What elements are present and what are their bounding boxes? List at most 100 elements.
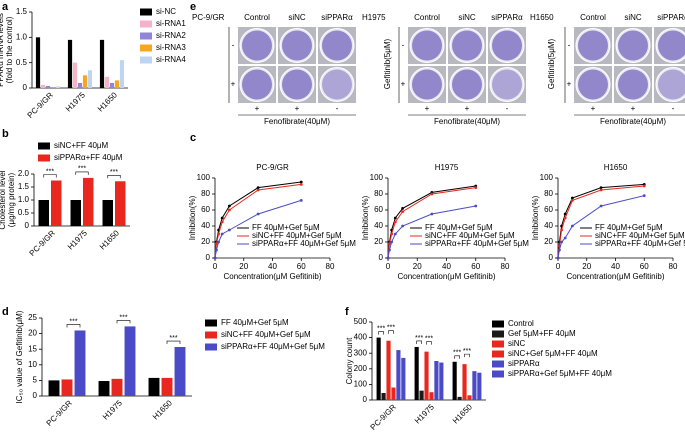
bar	[161, 377, 173, 396]
point	[401, 207, 405, 210]
y-tick-label: 0.5	[18, 208, 30, 217]
legend-swatch	[205, 319, 217, 327]
legend-label: siPPARα+FF 40μM+Gef 5μM	[221, 342, 325, 351]
y-tick-label: 80	[374, 189, 383, 198]
x-tick-label: H1650	[151, 398, 174, 421]
bar	[462, 364, 467, 400]
x-tick-label: PC-9/GR	[26, 90, 55, 119]
y-tick-label: 0	[33, 391, 38, 400]
colony-stain	[658, 69, 685, 100]
x-tick-label: PC-9/GR	[28, 228, 57, 257]
x-tick-label: 20	[413, 262, 422, 271]
y-axis-label: Inhibition(%)	[188, 195, 197, 240]
legend-swatch	[205, 331, 217, 339]
colony-stain	[492, 69, 522, 100]
y-tick-label: 80	[201, 189, 210, 198]
bar	[424, 351, 429, 400]
x-tick-label: 80	[501, 262, 510, 271]
column-label: siNC	[624, 13, 642, 22]
bar	[148, 377, 160, 396]
x-tick-label: H1975	[101, 398, 124, 421]
point	[393, 216, 397, 220]
fenofibrate-sign: +	[425, 104, 430, 113]
colony-stain	[322, 69, 352, 100]
legend-label: siNC+FF 40μM+Gef 5μM	[221, 330, 311, 339]
colony-stain	[242, 30, 272, 61]
significance-label: ***	[415, 335, 423, 342]
bar	[72, 62, 78, 88]
colony-stain	[452, 30, 482, 61]
colony-stain	[282, 30, 312, 61]
point	[570, 199, 574, 202]
x-tick-label: 60	[297, 262, 306, 271]
point	[642, 184, 646, 188]
significance-label: ***	[119, 314, 127, 321]
panel-label: f	[345, 306, 349, 318]
fenofibrate-sign: -	[672, 104, 675, 113]
point	[299, 183, 303, 186]
panel-label: e	[190, 1, 196, 13]
point	[570, 224, 574, 228]
x-tick-label: H1975	[64, 90, 87, 113]
y-tick-label: 60	[201, 205, 210, 214]
legend-swatch	[205, 343, 217, 351]
bar	[391, 387, 396, 400]
x-tick-label: 20	[582, 262, 591, 271]
significance-bracket	[75, 171, 89, 175]
colony-stain	[618, 69, 648, 100]
bar	[74, 330, 86, 396]
point	[213, 256, 217, 260]
point	[642, 194, 646, 198]
y-tick-label: 1.5	[16, 7, 28, 16]
bar	[99, 39, 105, 88]
significance-label: ***	[110, 169, 118, 176]
x-tick-label: PC-9/GR	[369, 402, 398, 431]
legend-swatch	[492, 320, 504, 328]
legend-label: siNC+FF 40μM+Gef 5μM	[595, 231, 685, 240]
significance-bracket	[378, 331, 384, 335]
row-sign: +	[231, 80, 236, 89]
x-tick-label: 60	[471, 262, 480, 271]
bar	[111, 378, 123, 396]
significance-bracket	[166, 340, 181, 345]
point	[430, 212, 434, 216]
fenofibrate-sign: -	[506, 104, 509, 113]
significance-label: ***	[453, 350, 461, 357]
bar	[439, 362, 444, 400]
legend-label: siPPARα+FF 40μM+Gef 5μM	[595, 239, 685, 248]
fenofibrate-label: Fenofibrate(40μM)	[434, 117, 500, 126]
colony-stain	[322, 30, 352, 61]
bar	[45, 85, 51, 88]
legend-label: FF 40μM+Gef 5μM	[425, 223, 493, 232]
point	[227, 204, 231, 208]
point	[388, 248, 391, 252]
legend-label: si-NC	[156, 7, 176, 16]
colony-stain	[492, 30, 522, 61]
bar	[82, 75, 88, 88]
legend-label: FF 40μM+Gef 5μM	[252, 223, 320, 232]
significance-bracket	[454, 355, 460, 359]
y-axis-label: Inhibition(%)	[361, 195, 370, 240]
chart-title: PC-9/GR	[256, 163, 289, 172]
bar	[119, 60, 125, 88]
y-tick-label: 1.0	[18, 195, 30, 204]
point	[215, 242, 218, 246]
legend-swatch	[492, 340, 504, 348]
point	[220, 216, 224, 220]
y-tick-label: 60	[374, 205, 383, 214]
y-tick-label: 400	[354, 333, 368, 342]
point	[474, 186, 478, 190]
significance-bracket	[116, 320, 131, 324]
significance-label: ***	[387, 325, 395, 332]
column-label: siNC	[288, 13, 306, 22]
y-axis-label: IC₅₀ value of Gefitinib(μM)	[15, 310, 24, 403]
legend-swatch	[140, 44, 152, 52]
bar	[87, 70, 93, 88]
significance-bracket	[464, 353, 470, 358]
colony-stain	[578, 69, 608, 100]
legend-label: Control	[508, 319, 534, 328]
row-sign: -	[568, 41, 571, 50]
legend-label: siNC+FF 40μM+Gef 5μM	[425, 231, 515, 240]
point	[560, 240, 563, 244]
